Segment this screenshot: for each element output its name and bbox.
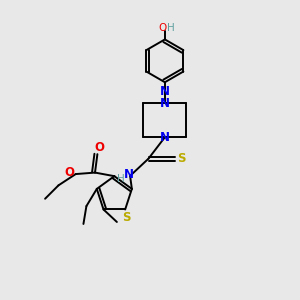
Text: N: N [160,85,170,98]
Text: N: N [160,97,170,110]
Text: H: H [167,23,175,33]
Text: N: N [124,168,134,181]
Text: O: O [64,166,74,179]
Text: S: S [177,152,185,165]
Text: O: O [158,23,166,33]
Text: S: S [122,211,131,224]
Text: N: N [160,131,170,144]
Text: O: O [94,141,104,154]
Text: H: H [117,174,125,184]
